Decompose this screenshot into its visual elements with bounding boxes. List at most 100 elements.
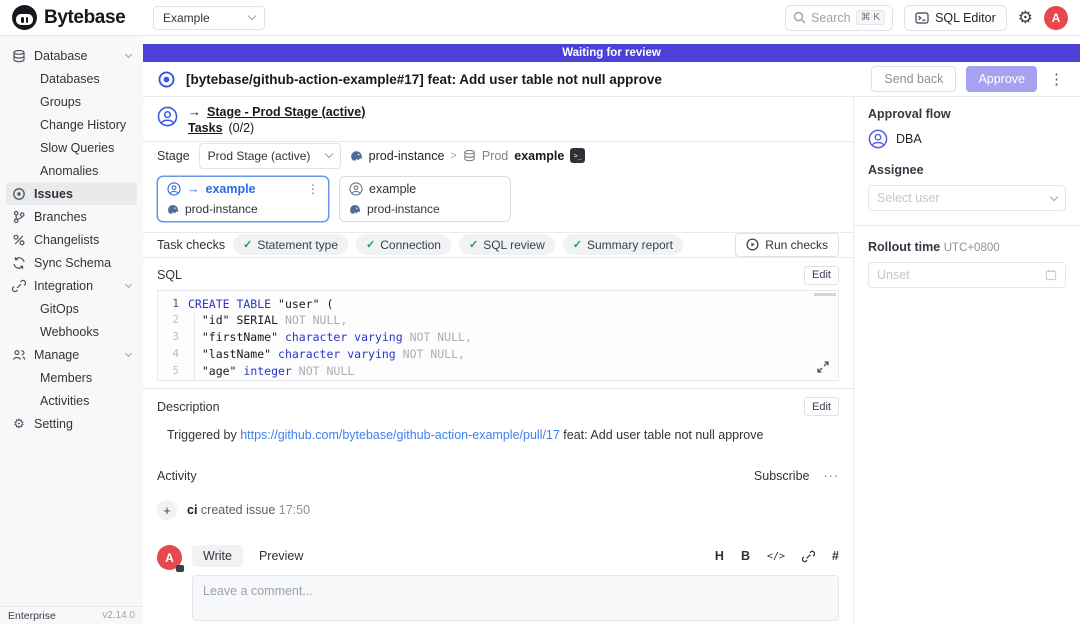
assignee-select[interactable]: Select user [868,185,1066,211]
stage-select[interactable]: Prod Stage (active) [198,142,341,169]
check-sql-review[interactable]: ✓ SQL review [458,234,555,256]
sidebar-item-database[interactable]: Database [6,44,137,67]
sql-code-viewer: 1 CREATE TABLE "user" ( 2 "id" SERIAL NOT… [157,289,839,381]
user-avatar[interactable]: A [1044,5,1068,30]
check-connection[interactable]: ✓ Connection [356,234,451,256]
hash-icon[interactable]: # [832,549,839,563]
stage-link[interactable]: Stage - Prod Stage (active) [207,104,366,119]
status-banner: Waiting for review [143,44,1080,62]
description-section: Description Edit Triggered by https://gi… [143,388,853,442]
approve-button[interactable]: Approve [966,66,1037,92]
plus-icon: + [157,500,177,520]
check-success-icon: ✓ [243,239,253,252]
expand-icon[interactable] [817,361,829,373]
gear-icon: ⚙ [13,416,25,431]
sidebar-item-webhooks[interactable]: Webhooks [40,324,99,339]
sidebar-item-groups[interactable]: Groups [40,94,81,109]
task-instance: prod-instance [185,201,258,216]
database-link[interactable]: example [514,148,565,163]
link-icon [12,279,26,293]
sidebar-item-slow-queries[interactable]: Slow Queries [40,140,115,155]
bold-icon[interactable]: B [740,549,750,563]
instance-link[interactable]: prod-instance [368,148,445,163]
run-checks-button[interactable]: Run checks [735,232,839,257]
rollout-time-input[interactable]: Unset [868,262,1066,288]
task-card-list: → example ⋮ prod-instance example [143,170,853,232]
search-placeholder: Search [811,10,851,25]
more-options-icon[interactable]: ··· [823,469,839,483]
postgresql-icon [167,203,179,215]
issue-status-icon [157,70,176,89]
changelist-icon [12,233,26,247]
sidebar-item-anomalies[interactable]: Anomalies [40,163,99,178]
database-icon [12,49,26,63]
sidebar-item-change-history[interactable]: Change History [40,117,127,132]
sql-edit-button[interactable]: Edit [804,265,839,285]
sidebar-item-members[interactable]: Members [40,370,93,385]
tasks-link[interactable]: Tasks [188,121,223,135]
gear-icon[interactable]: ⚙ [1017,8,1033,27]
task-name: example [205,181,256,196]
issue-icon [12,187,26,201]
calendar-icon [1045,269,1057,281]
breadcrumb-separator: > [450,149,457,162]
sql-section-header: SQL Edit [143,258,853,290]
sidebar-item-manage[interactable]: Manage [6,343,137,366]
approval-flow-label: Approval flow [868,107,951,121]
check-summary-report[interactable]: ✓ Summary report [562,234,684,256]
database-breadcrumb: prod-instance > Prod example >_ [350,148,586,164]
top-bar: Bytebase Example Search ⌘ K SQL Editor ⚙… [0,0,1080,36]
project-selector-value: Example [163,10,210,25]
more-options-icon[interactable]: ⋮ [1049,71,1064,88]
sidebar-item-sync-schema[interactable]: Sync Schema [6,251,137,274]
subscribe-button[interactable]: Subscribe [753,469,810,483]
task-card[interactable]: → example ⋮ prod-instance [157,175,329,222]
issue-title: [bytebase/github-action-example#17] feat… [186,71,662,87]
tab-preview[interactable]: Preview [258,549,304,563]
issue-actions: Send back Approve ⋮ [871,66,1066,92]
branch-icon [12,210,26,224]
description-edit-button[interactable]: Edit [804,397,839,416]
sidebar-item-issues[interactable]: Issues [6,182,137,205]
issue-sidebar: Approval flow DBA Assignee Select user R… [853,97,1080,624]
postgresql-icon [350,149,363,162]
send-back-button[interactable]: Send back [871,66,957,92]
person-circle-icon [167,181,181,196]
tab-write[interactable]: Write [192,545,243,567]
activity-time: 17:50 [278,503,311,517]
pull-request-link[interactable]: https://github.com/bytebase/github-actio… [240,428,560,442]
sidebar-item-gitops[interactable]: GitOps [40,301,79,316]
search-input[interactable]: Search ⌘ K [785,4,894,31]
sidebar-item-databases[interactable]: Databases [40,71,100,86]
assignee-label: Assignee [868,163,924,177]
version-label: v2.14.0 [102,610,135,621]
sidebar-item-setting[interactable]: ⚙ Setting [13,416,73,431]
check-statement-type[interactable]: ✓ Statement type [233,234,349,256]
bytebase-logo-icon [12,5,37,30]
stage-label: Stage [157,148,190,163]
task-menu-icon[interactable]: ⋮ [307,181,319,196]
sidebar-footer: Enterprise v2.14.0 [0,606,143,624]
activity-action: created issue [200,503,276,517]
check-success-icon: ✓ [572,239,582,252]
task-card[interactable]: example prod-instance [339,175,511,222]
comment-input[interactable] [192,575,839,621]
heading-icon[interactable]: H [714,549,724,563]
sidebar-item-activities[interactable]: Activities [40,393,90,408]
bytebase-logo[interactable]: Bytebase [12,5,143,30]
sync-icon [12,256,26,270]
people-icon [12,348,26,362]
sidebar-item-integration[interactable]: Integration [6,274,137,297]
open-sql-editor-icon[interactable]: >_ [570,148,586,164]
stage-select-value: Prod Stage (active) [207,148,311,163]
divider [854,225,1080,226]
project-selector[interactable]: Example [153,5,265,30]
chevron-down-icon [247,11,257,21]
code-icon[interactable]: </> [766,550,786,562]
task-instance: prod-instance [367,201,440,216]
sidebar-item-branches[interactable]: Branches [6,205,137,228]
sidebar-item-changelists[interactable]: Changelists [6,228,137,251]
user-avatar: A [157,545,184,572]
link-icon[interactable] [802,550,816,563]
sql-editor-button[interactable]: SQL Editor [904,4,1007,31]
